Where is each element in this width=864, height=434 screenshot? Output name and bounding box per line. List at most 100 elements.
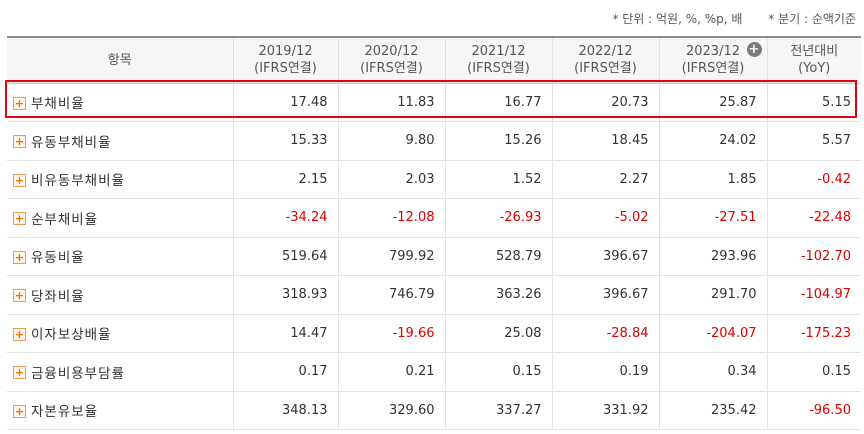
value-cell: -102.70	[766, 237, 861, 276]
row-label: 비유동부채비율	[31, 173, 125, 190]
row-item-cell[interactable]: + 비유동부채비율	[7, 160, 233, 199]
expand-plus-icon[interactable]: +	[13, 327, 26, 341]
row-label: 부채비율	[31, 96, 85, 113]
expand-plus-icon[interactable]: +	[13, 366, 26, 380]
table-row: + 비유동부채비율 2.15 2.03 1.52 2.27 1.85 -0.42	[7, 160, 861, 199]
unit-note-unit: * 단위 : 억원, %, %p, 배	[612, 12, 743, 26]
value-cell: 24.02	[658, 121, 767, 161]
column-period: 2019/12	[258, 44, 313, 60]
row-label: 자본유보율	[31, 404, 99, 421]
row-label: 당좌비율	[31, 288, 85, 305]
row-item-cell[interactable]: + 당좌비율	[7, 275, 233, 315]
unit-note: * 단위 : 억원, %, %p, 배 * 분기 : 순액기준	[612, 10, 856, 27]
value-cell: 14.47	[232, 314, 338, 353]
row-item-cell[interactable]: + 이자보상배율	[7, 314, 233, 353]
table-body: + 부채비율 17.48 11.83 16.77 20.73 25.87 5.15 + 유동부채비…	[7, 83, 861, 430]
expand-plus-icon[interactable]: +	[13, 173, 26, 187]
column-basis: (IFRS연결)	[254, 61, 317, 77]
value-cell: -5.02	[551, 198, 659, 238]
value-cell: 396.67	[551, 237, 659, 276]
row-label: 유동부채비율	[31, 134, 112, 151]
value-cell: 25.08	[444, 314, 552, 353]
value-cell: -104.97	[766, 275, 861, 315]
row-item-cell[interactable]: + 자본유보율	[7, 391, 233, 430]
value-cell: -26.93	[444, 198, 552, 238]
expand-plus-icon[interactable]: +	[13, 212, 26, 226]
column-header-2023: + 2023/12 (IFRS연결)	[658, 36, 767, 84]
column-period: 2023/12	[685, 44, 740, 60]
table-row: + 이자보상배율 14.47 -19.66 25.08 -28.84 -204.07 -175…	[7, 314, 861, 353]
value-cell: 5.57	[766, 121, 861, 161]
table-row: + 유동부채비율 15.33 9.80 15.26 18.45 24.02 5.57	[7, 121, 861, 161]
column-period: 2020/12	[364, 44, 419, 60]
value-cell: 235.42	[658, 391, 767, 430]
column-header-2020: 2020/12 (IFRS연결)	[337, 36, 445, 84]
value-cell: 5.15	[766, 83, 861, 122]
value-cell: 396.67	[551, 275, 659, 315]
column-header-yoy: 전년대비 (YoY)	[766, 36, 861, 84]
value-cell: 9.80	[337, 121, 445, 161]
column-header-2021: 2021/12 (IFRS연결)	[444, 36, 552, 84]
row-label: 순부채비율	[31, 211, 99, 228]
value-cell: 331.92	[551, 391, 659, 430]
value-cell: 528.79	[444, 237, 552, 276]
row-item-cell[interactable]: + 부채비율	[7, 83, 233, 122]
value-cell: 746.79	[337, 275, 445, 315]
row-item-cell[interactable]: + 유동부채비율	[7, 121, 233, 161]
expand-plus-icon[interactable]: +	[13, 289, 26, 303]
column-basis: (IFRS연결)	[467, 61, 530, 77]
value-cell: 0.19	[551, 352, 659, 392]
value-cell: -0.42	[766, 160, 861, 199]
value-cell: 2.03	[337, 160, 445, 199]
value-cell: 0.15	[444, 352, 552, 392]
expand-plus-icon[interactable]: +	[13, 404, 26, 418]
table-row: + 순부채비율 -34.24 -12.08 -26.93 -5.02 -27.51 -22.4…	[7, 198, 861, 238]
value-cell: 291.70	[658, 275, 767, 315]
value-cell: 0.17	[232, 352, 338, 392]
value-cell: -96.50	[766, 391, 861, 430]
plus-circle-icon[interactable]: +	[746, 42, 762, 57]
value-cell: 519.64	[232, 237, 338, 276]
value-cell: 15.33	[232, 121, 338, 161]
table-row: + 당좌비율 318.93 746.79 363.26 396.67 291.70 -104.…	[7, 275, 861, 315]
value-cell: 0.21	[337, 352, 445, 392]
expand-plus-icon[interactable]: +	[13, 135, 26, 149]
value-cell: -12.08	[337, 198, 445, 238]
row-item-cell[interactable]: + 유동비율	[7, 237, 233, 276]
value-cell: 329.60	[337, 391, 445, 430]
value-cell: 799.92	[337, 237, 445, 276]
value-cell: 2.15	[232, 160, 338, 199]
table-row: + 유동비율 519.64 799.92 528.79 396.67 293.96 -102.…	[7, 237, 861, 276]
value-cell: 15.26	[444, 121, 552, 161]
value-cell: 293.96	[658, 237, 767, 276]
row-item-cell[interactable]: + 금융비용부담률	[7, 352, 233, 392]
column-header-2019: 2019/12 (IFRS연결)	[232, 36, 338, 84]
table-row: + 자본유보율 348.13 329.60 337.27 331.92 235.42 -96.…	[7, 391, 861, 430]
financial-ratio-table: 항목 2019/12 (IFRS연결) 2020/12 (IFRS연결) 202…	[7, 36, 861, 430]
value-cell: 1.52	[444, 160, 552, 199]
expand-plus-icon[interactable]: +	[13, 250, 26, 264]
column-basis: (IFRS연결)	[574, 61, 637, 77]
row-label: 금융비용부담률	[31, 365, 125, 382]
column-basis: (YoY)	[798, 61, 831, 77]
value-cell: 0.34	[658, 352, 767, 392]
row-label: 유동비율	[31, 250, 85, 267]
value-cell: 348.13	[232, 391, 338, 430]
value-cell: 2.27	[551, 160, 659, 199]
value-cell: -175.23	[766, 314, 861, 353]
unit-note-period: * 분기 : 순액기준	[768, 12, 856, 26]
value-cell: -19.66	[337, 314, 445, 353]
value-cell: -28.84	[551, 314, 659, 353]
value-cell: -22.48	[766, 198, 861, 238]
value-cell: -34.24	[232, 198, 338, 238]
table-header-row: 항목 2019/12 (IFRS연결) 2020/12 (IFRS연결) 202…	[7, 36, 861, 84]
table-row: + 금융비용부담률 0.17 0.21 0.15 0.19 0.34 0.15	[7, 352, 861, 392]
value-cell: 25.87	[658, 83, 767, 122]
column-header-2022: 2022/12 (IFRS연결)	[551, 36, 659, 84]
value-cell: -204.07	[658, 314, 767, 353]
value-cell: 318.93	[232, 275, 338, 315]
column-basis: (IFRS연결)	[360, 61, 423, 77]
expand-plus-icon[interactable]: +	[13, 96, 26, 110]
row-item-cell[interactable]: + 순부채비율	[7, 198, 233, 238]
value-cell: 1.85	[658, 160, 767, 199]
